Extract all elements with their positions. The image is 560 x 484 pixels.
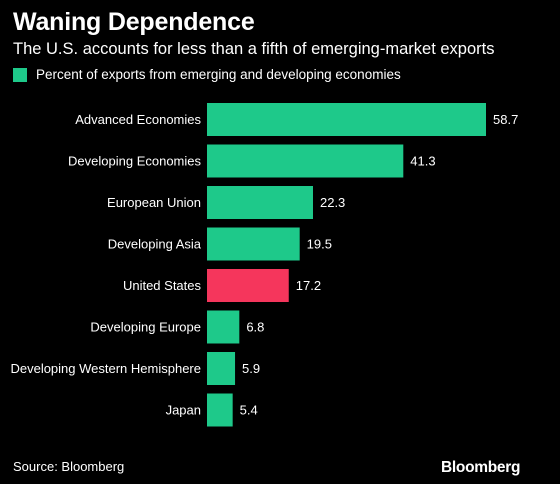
value-label-developing-economies: 41.3 xyxy=(410,154,435,169)
category-label-developing-western-hemisphere: Developing Western Hemisphere xyxy=(10,361,201,376)
bar-united-states xyxy=(207,269,289,302)
brand-logo: Bloomberg xyxy=(441,459,521,476)
chart-subtitle: The U.S. accounts for less than a fifth … xyxy=(13,40,495,58)
bar-japan xyxy=(207,393,233,427)
category-label-advanced-economies: Advanced Economies xyxy=(75,112,201,127)
bar-advanced-economies xyxy=(207,103,486,136)
category-label-developing-europe: Developing Europe xyxy=(90,320,201,335)
bar-european-union xyxy=(207,186,313,219)
category-label-european-union: European Union xyxy=(107,195,201,210)
category-label-developing-economies: Developing Economies xyxy=(68,154,201,169)
bar-developing-economies xyxy=(207,144,404,178)
category-label-united-states: United States xyxy=(123,278,202,293)
legend-label: Percent of exports from emerging and dev… xyxy=(36,67,401,82)
legend: Percent of exports from emerging and dev… xyxy=(13,67,401,82)
value-label-advanced-economies: 58.7 xyxy=(493,112,518,127)
source-note: Source: Bloomberg xyxy=(13,459,125,474)
value-label-developing-asia: 19.5 xyxy=(307,237,332,252)
bar-developing-europe xyxy=(207,310,240,344)
value-label-united-states: 17.2 xyxy=(296,278,321,293)
value-label-japan: 5.4 xyxy=(240,403,258,418)
value-label-european-union: 22.3 xyxy=(320,195,345,210)
category-label-japan: Japan xyxy=(166,403,201,418)
chart-title: Waning Dependence xyxy=(13,8,255,36)
legend-swatch xyxy=(13,67,27,82)
value-label-developing-western-hemisphere: 5.9 xyxy=(242,361,260,376)
category-label-developing-asia: Developing Asia xyxy=(108,237,202,252)
bar-developing-asia xyxy=(207,227,300,261)
bar-developing-western-hemisphere xyxy=(207,352,236,385)
value-label-developing-europe: 6.8 xyxy=(246,320,264,335)
